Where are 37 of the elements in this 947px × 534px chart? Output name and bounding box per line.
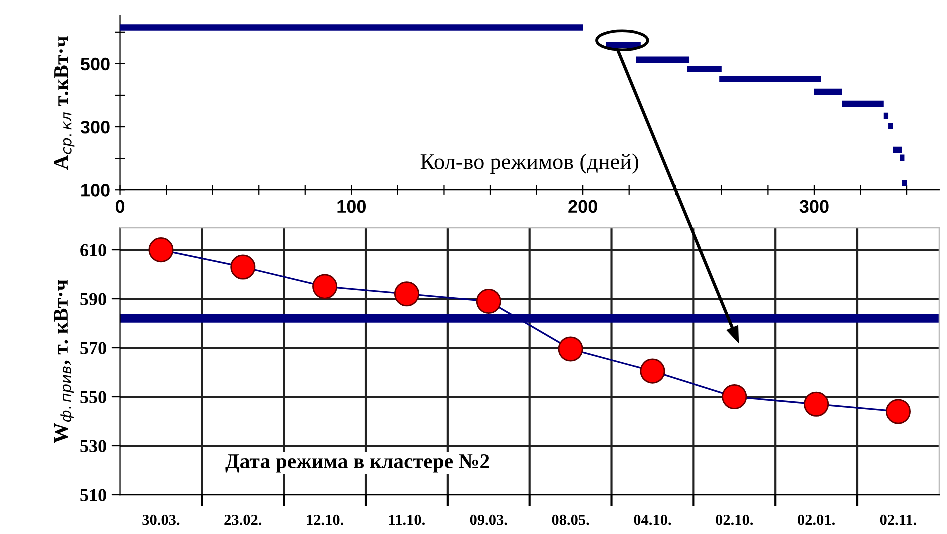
y-tick-label: 300 (80, 120, 110, 134)
x-tick-label: 30.03. (142, 514, 180, 526)
point (148, 238, 174, 263)
x-tick-label: 0 (116, 200, 125, 214)
x-tick-label: 12.10. (307, 514, 344, 526)
x-tick-label: 200 (568, 200, 598, 214)
y-tick-label: 100 (82, 184, 110, 197)
x-tick-label: 08.05. (552, 514, 590, 526)
y-tick-label: 530 (80, 440, 106, 452)
x-tick-label: 300 (800, 200, 829, 214)
x-axis-title: Кол-во режимов (дней) (420, 154, 638, 174)
y-axis-title: А$_{ср.кл}$ т.кВт·ч (54, 36, 75, 170)
y-tick-label: 500 (80, 58, 110, 71)
x-tick-label: 02.01. (798, 514, 835, 526)
x-tick-label: 11.10. (390, 514, 425, 526)
y-tick-label: 550 (80, 391, 106, 404)
y-axis-title: W$_{ф.прив}$, т. кВт·ч (54, 280, 74, 444)
y-tick-label: 510 (80, 489, 106, 502)
annotation: Дата режима в кластере №2 (226, 454, 490, 473)
point (312, 274, 338, 300)
y-tick-label: 570 (80, 342, 106, 354)
point (640, 358, 666, 384)
x-tick-label: 04.10. (634, 514, 672, 526)
point (722, 384, 748, 410)
point (886, 399, 911, 424)
x-tick-label: 02.11. (880, 514, 916, 526)
x-tick-label: 23.02. (224, 514, 262, 526)
point (804, 392, 830, 417)
point (394, 282, 420, 307)
point (558, 336, 584, 362)
point (476, 288, 502, 314)
y-tick-label: 590 (80, 293, 106, 306)
x-tick-label: 09.03. (470, 514, 508, 526)
x-tick-label: 02.10. (716, 514, 754, 526)
x-tick-label: 100 (338, 200, 366, 214)
y-tick-label: 610 (80, 244, 106, 257)
point (230, 254, 256, 280)
